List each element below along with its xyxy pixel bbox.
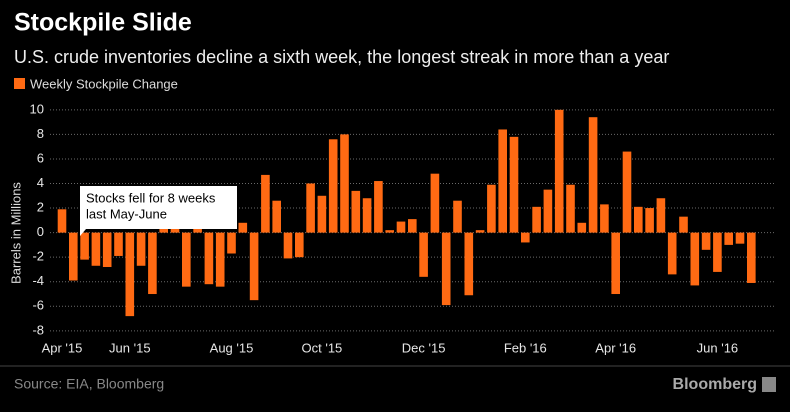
bar [396,221,406,233]
y-tick-label: 8 [37,126,44,141]
legend-label: Weekly Stockpile Change [30,76,178,91]
bar [238,222,248,233]
bar [713,232,722,272]
bar [80,232,89,260]
bar [634,206,643,233]
bar [328,139,338,233]
x-tick-label: Jun '16 [697,340,739,355]
chart-subtitle: U.S. crude inventories decline a sixth w… [14,47,669,67]
bar [306,183,315,233]
bar [69,232,78,281]
bar [340,134,349,233]
bar [193,227,202,233]
annotation-text: last May-June [86,206,167,221]
x-tick-label: Apr '15 [42,340,83,355]
bar [182,232,191,287]
bar [351,190,361,233]
y-tick-label: -2 [32,249,44,264]
bar [283,232,293,259]
x-tick-label: Oct '15 [302,340,343,355]
bar [114,232,123,256]
bar [362,198,372,233]
bar [600,204,609,233]
bar [622,151,632,233]
bar [464,232,474,296]
x-tick-label: Apr '16 [595,340,636,355]
bar [295,232,304,258]
bar [679,216,688,233]
brand-icon [762,377,776,392]
bar [611,232,620,295]
brand: Bloomberg [673,376,757,393]
bar [566,184,575,233]
bar [645,208,654,233]
y-tick-label: 6 [37,150,44,165]
bar [408,219,417,233]
bar [261,174,270,233]
bar [159,227,168,233]
bar [148,232,157,295]
bar [509,136,519,233]
bar [554,109,564,233]
x-tick-label: Aug '15 [210,340,254,355]
bar [430,173,440,233]
bar [374,181,383,233]
bar [385,230,394,233]
bar [747,232,756,283]
bar [735,232,745,244]
bar [656,198,666,233]
y-tick-label: -6 [32,298,44,313]
annotation-box [80,186,237,236]
bar [91,232,101,266]
bar [227,232,236,254]
bar [272,200,281,233]
bar [57,209,67,233]
bar [543,189,553,233]
bar [588,117,598,233]
y-tick-label: 2 [37,199,44,214]
x-tick-label: Jun '15 [109,340,151,355]
bar [690,232,700,286]
y-tick-label: 4 [37,175,44,190]
bar [498,129,507,233]
bar [577,222,587,233]
x-tick-label: Dec '15 [402,340,446,355]
y-axis-label: Barrels in Millions [8,182,23,284]
bar [170,227,180,233]
y-tick-label: -4 [32,273,44,288]
bar [136,232,146,266]
bar [667,232,677,275]
bar [521,232,530,243]
bar [441,232,451,306]
bar [215,232,225,287]
x-tick-label: Feb '16 [504,340,547,355]
legend-swatch [14,78,25,89]
y-tick-label: 0 [37,224,44,239]
bar [249,232,259,301]
bar [317,195,327,233]
y-tick-label: 10 [30,101,44,116]
bar [475,230,485,233]
chart-title: Stockpile Slide [14,9,192,37]
source: Source: EIA, Bloomberg [14,376,164,392]
bar [724,232,733,245]
bar [701,232,711,250]
y-tick-label: -8 [32,322,44,337]
bar [125,232,135,317]
bar [419,232,428,277]
bar [204,232,214,285]
bar [102,232,112,268]
annotation-text: Stocks fell for 8 weeks [86,190,216,205]
bar [532,206,541,233]
bar [487,184,496,233]
bar [453,200,462,233]
